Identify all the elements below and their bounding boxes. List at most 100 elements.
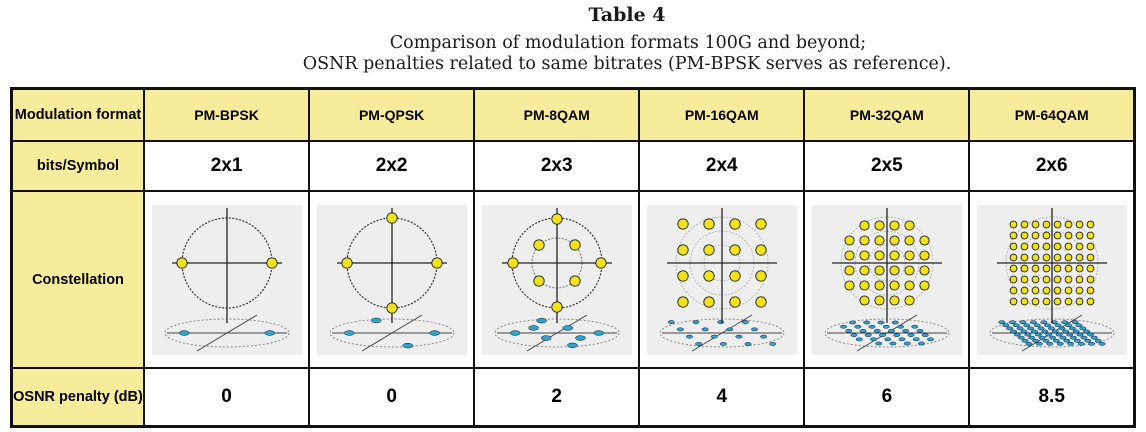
constellation-point: [859, 219, 870, 231]
projected-point: [536, 317, 547, 323]
projected-point: [1047, 326, 1055, 330]
constellation-point: [904, 264, 915, 276]
constellation-point: [1009, 275, 1018, 283]
constellation-point: [919, 264, 930, 276]
constellation-point: [919, 234, 930, 246]
projected-point: [429, 329, 440, 336]
constellation-point: [569, 238, 581, 251]
projected-point: [540, 334, 552, 341]
projected-point: [1029, 319, 1037, 324]
projected-point: [1063, 338, 1070, 343]
constellation-point: [904, 249, 915, 261]
projected-point: [509, 329, 521, 336]
constellation-point: [1075, 264, 1084, 272]
constellation-point: [1031, 253, 1040, 261]
constellation-point: [1064, 297, 1073, 305]
constellation-point: [1020, 231, 1029, 239]
constellation-point: [1053, 253, 1062, 261]
projected-point: [1008, 319, 1016, 324]
constellation-point: [904, 219, 915, 231]
constellation-cell-pm-bpsk: [142, 190, 311, 369]
projected-point: [717, 319, 724, 324]
constellation-point: [859, 264, 870, 276]
projection-axis-q: [1021, 314, 1082, 351]
constellation-point: [1053, 297, 1062, 305]
projected-point: [566, 342, 578, 348]
constellation-point: [703, 217, 715, 230]
constellation-point: [1075, 220, 1084, 228]
projected-point: [741, 319, 749, 324]
constellation-point: [533, 238, 545, 251]
projected-point: [701, 327, 709, 331]
projected-point: [1052, 338, 1060, 343]
projected-point: [864, 332, 872, 337]
constellation-point: [1009, 286, 1018, 294]
projected-point: [1009, 329, 1017, 333]
constellation-point: [729, 269, 741, 282]
projected-point: [875, 341, 883, 345]
projected-point: [1025, 341, 1033, 346]
projected-point: [1079, 326, 1086, 330]
projected-point: [868, 324, 876, 329]
projected-point: [750, 327, 758, 331]
header-pm-bpsk: PM-BPSK: [142, 87, 311, 142]
projection-axis-q: [856, 314, 918, 351]
constellation-point: [844, 279, 855, 291]
projected-point: [1051, 329, 1059, 333]
constellation-point: [507, 256, 519, 269]
constellation-point: [889, 294, 900, 306]
projected-point: [1041, 329, 1048, 333]
projected-point: [882, 324, 890, 329]
constellation-point: [1053, 242, 1062, 250]
constellation-point: [889, 249, 900, 261]
constellation-point: [1053, 286, 1062, 294]
constellation-point: [904, 294, 915, 306]
constellation-point: [904, 234, 915, 246]
osnr-pm-64qam: 8.5: [968, 367, 1136, 428]
projected-point: [694, 341, 702, 346]
projected-point: [873, 328, 881, 333]
constellation-point: [1053, 275, 1062, 283]
constellation-point: [859, 249, 870, 261]
osnr-pm-bpsk: 0: [142, 367, 311, 428]
projected-point: [178, 329, 190, 336]
projected-point: [1037, 326, 1045, 330]
projected-point: [891, 320, 899, 324]
constellation-point: [755, 217, 767, 230]
constellation-point: [1042, 264, 1051, 272]
projected-point: [769, 341, 776, 346]
constellation-diagram-pm-64qam: [976, 204, 1127, 355]
bits-pm-bpsk: 2x1: [142, 140, 311, 192]
constellation-point: [533, 274, 545, 287]
constellation-point: [1086, 231, 1095, 239]
constellation-point: [175, 256, 188, 269]
projected-point: [1064, 322, 1072, 327]
projection-axis-q: [691, 314, 753, 351]
projected-point: [402, 342, 413, 348]
projected-point: [710, 334, 718, 338]
osnr-row: OSNR penalty (dB) 0 0 2 4 6 8.5: [10, 367, 1136, 428]
constellation-point: [874, 264, 885, 276]
table-caption-line-1: Comparison of modulation formats 100G an…: [389, 33, 867, 53]
projected-point: [1076, 332, 1084, 336]
constellation-point: [677, 295, 689, 308]
constellation-point: [874, 294, 885, 306]
projection-axis-q: [526, 314, 587, 351]
constellation-point: [889, 219, 900, 231]
projected-point: [1021, 338, 1029, 343]
constellation-point: [1020, 220, 1029, 228]
constellation-point: [919, 249, 930, 261]
projected-point: [1033, 322, 1041, 327]
constellation-point: [1075, 297, 1084, 305]
constellation-cell-pm-qpsk: [308, 190, 476, 369]
constellation-point: [844, 234, 855, 246]
constellation-point: [703, 243, 715, 256]
projected-point: [1082, 329, 1090, 333]
constellation-point: [1064, 231, 1073, 239]
constellation-point: [703, 295, 715, 308]
row-label-bits-symbol: bits/Symbol: [10, 140, 145, 192]
constellation-point: [1086, 220, 1095, 228]
projected-point: [1044, 332, 1052, 336]
osnr-pm-16qam: 4: [638, 367, 806, 428]
table-title: Table 4: [588, 4, 666, 26]
